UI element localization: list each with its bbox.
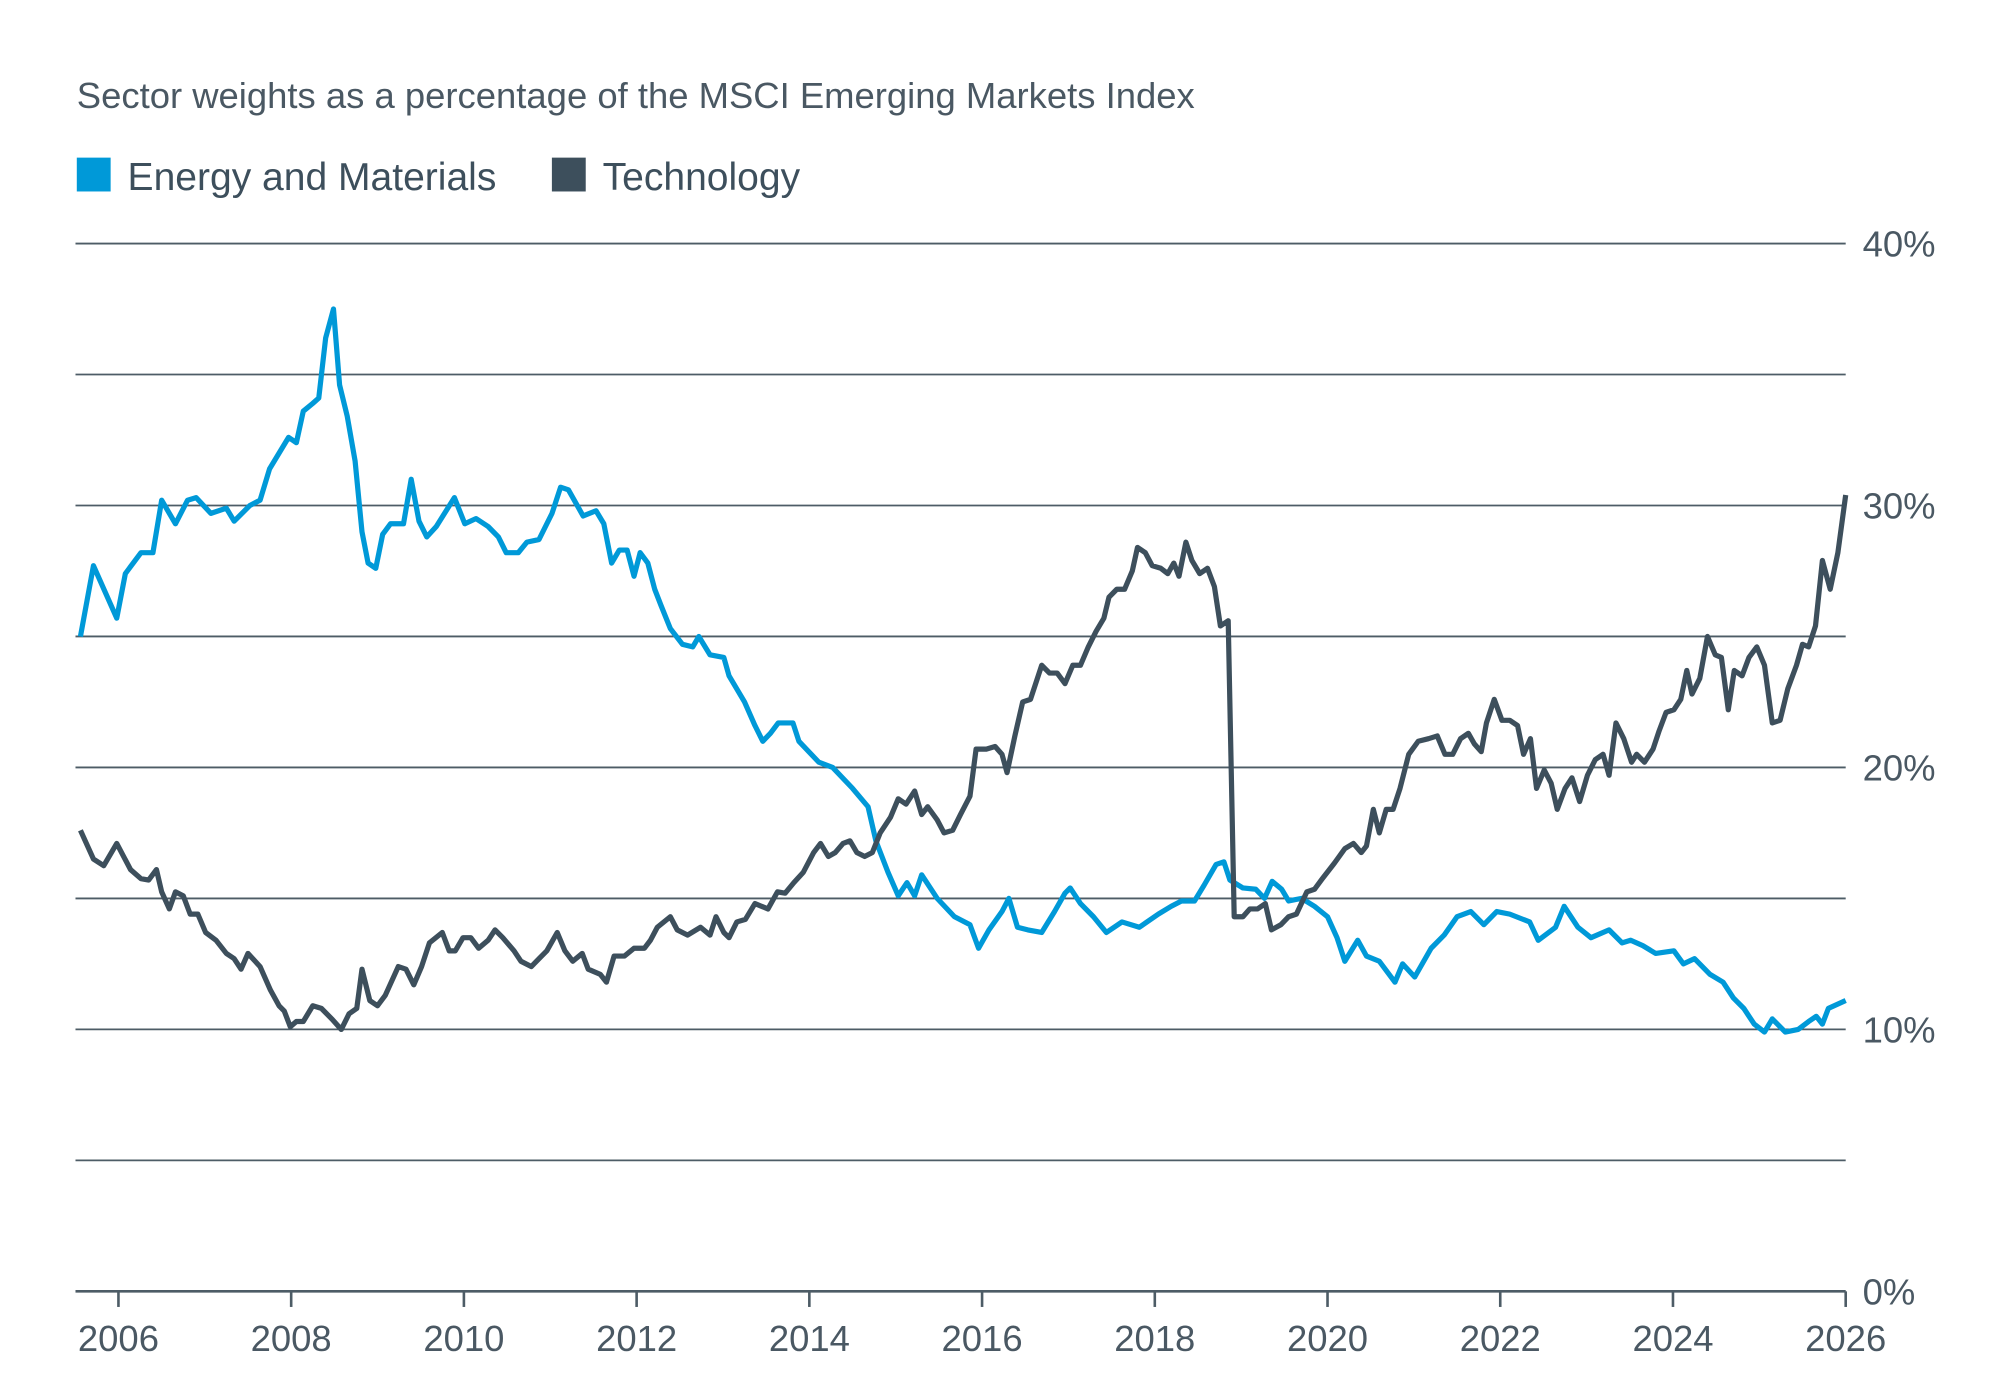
legend-label-technology: Technology xyxy=(603,156,801,199)
y-tick-label: 40% xyxy=(1863,224,1936,265)
x-axis-ticks: 2006 2008 2010 2012 2014 2016 2018 2020 2022 2024… xyxy=(78,1291,1886,1359)
chart-title: Sector weights as a percentage of the MS… xyxy=(77,75,1195,116)
legend-label-energy-and-materials: Energy and Materials xyxy=(128,156,497,199)
y-tick-label: 10% xyxy=(1863,1009,1936,1050)
legend: Energy and Materials Technology xyxy=(76,156,801,199)
x-tick-label: 2006 xyxy=(78,1318,159,1359)
legend-swatch-technology xyxy=(551,157,586,192)
x-tick-label: 2010 xyxy=(423,1318,504,1359)
x-tick-label: 2008 xyxy=(251,1318,332,1359)
x-tick-label: 2026 xyxy=(1805,1318,1886,1359)
legend-swatch-energy-and-materials xyxy=(76,157,111,192)
x-tick-label: 2024 xyxy=(1632,1318,1713,1359)
y-tick-label: 0% xyxy=(1863,1271,1916,1312)
y-tick-label: 20% xyxy=(1863,747,1936,788)
x-tick-label: 2014 xyxy=(769,1318,850,1359)
series-line-technology xyxy=(78,494,1849,1033)
x-tick-label: 2012 xyxy=(596,1318,677,1359)
y-axis-ticks: 0% 10% 20% 30% 40% xyxy=(1863,224,1936,1313)
gridlines xyxy=(75,242,1846,1293)
x-tick-label: 2018 xyxy=(1114,1318,1195,1359)
x-tick-label: 2022 xyxy=(1460,1318,1541,1359)
y-tick-label: 30% xyxy=(1863,486,1936,527)
series-lines xyxy=(77,306,1849,1035)
x-tick-label: 2016 xyxy=(942,1318,1023,1359)
series-line-energy-and-materials xyxy=(77,306,1847,1035)
x-tick-label: 2020 xyxy=(1287,1318,1368,1359)
